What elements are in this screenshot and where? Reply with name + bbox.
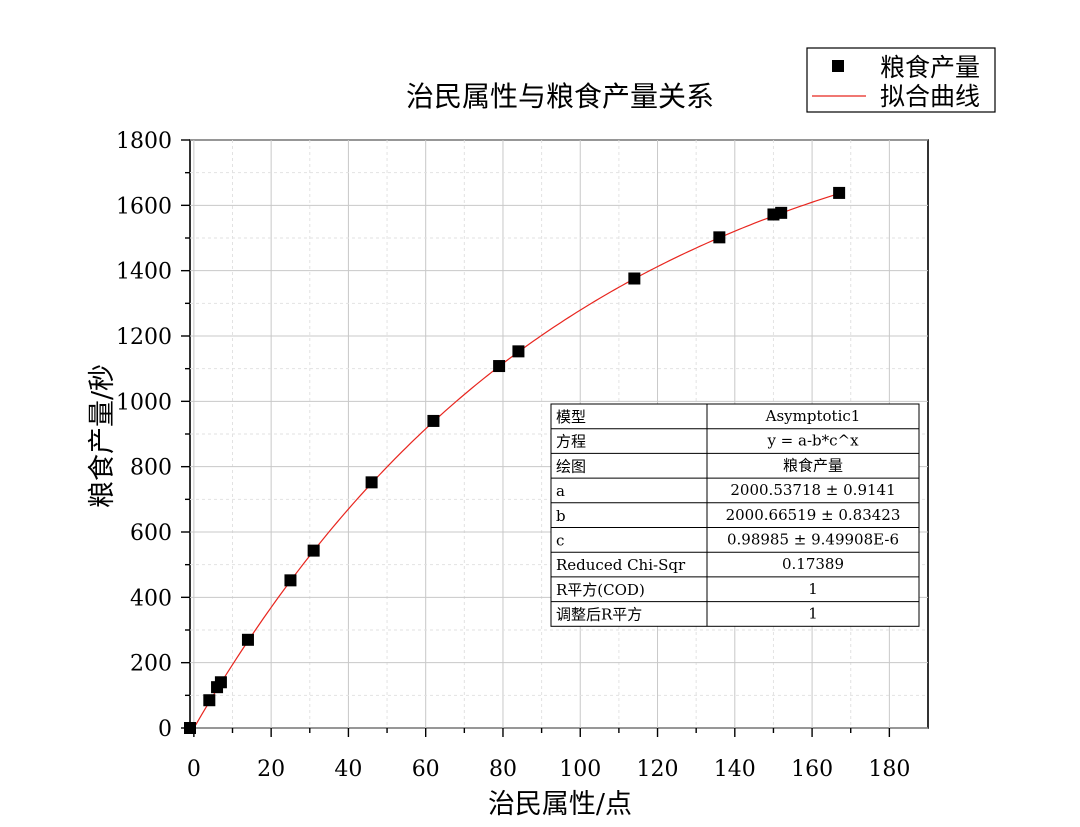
data-point bbox=[493, 360, 506, 373]
legend-marker-square bbox=[832, 60, 844, 72]
table-cell-label: 绘图 bbox=[556, 457, 586, 475]
table-cell-label: 模型 bbox=[556, 408, 586, 426]
table-cell-label: a bbox=[556, 482, 565, 500]
series-layer bbox=[184, 186, 846, 734]
y-tick-label: 400 bbox=[130, 586, 172, 611]
x-tick-label: 120 bbox=[637, 757, 679, 782]
y-tick-label: 1400 bbox=[116, 260, 172, 285]
data-point bbox=[184, 722, 196, 734]
table-cell-value: 1 bbox=[808, 605, 818, 623]
y-tick-label: 1600 bbox=[116, 194, 172, 219]
table-border bbox=[550, 403, 920, 627]
x-tick-label: 100 bbox=[559, 757, 601, 782]
x-tick-label: 20 bbox=[257, 757, 285, 782]
data-point bbox=[775, 206, 788, 219]
data-point bbox=[628, 272, 641, 285]
chart-title: 治民属性与粮食产量关系 bbox=[406, 80, 714, 113]
y-tick-label: 600 bbox=[130, 521, 172, 546]
axis-ticks bbox=[181, 139, 891, 737]
table-cell-label: c bbox=[556, 532, 564, 550]
y-tick-label: 0 bbox=[158, 717, 172, 742]
table-cell-value: y = a-b*c^x bbox=[766, 432, 859, 450]
x-tick-label: 40 bbox=[334, 757, 362, 782]
y-tick-label: 1800 bbox=[116, 129, 172, 154]
table-cell-value: 2000.53718 ± 0.9141 bbox=[730, 481, 895, 499]
data-point bbox=[203, 694, 216, 707]
legend-box bbox=[806, 47, 996, 113]
x-tick-label: 160 bbox=[791, 757, 833, 782]
y-tick-label: 200 bbox=[130, 652, 172, 677]
data-point bbox=[512, 345, 525, 358]
x-tick-label: 140 bbox=[714, 757, 756, 782]
table-cell-label: Reduced Chi-Sqr bbox=[556, 556, 686, 574]
table-cell-value: 0.98985 ± 9.49908E-6 bbox=[727, 531, 899, 549]
table-cell-value: Asymptotic1 bbox=[765, 407, 861, 425]
table-cell-value: 0.17389 bbox=[782, 555, 844, 573]
fit-results-table: 模型 Asymptotic1 方程 y = a-b*c^x 绘图 粮食产量 a 2000.53… bbox=[550, 403, 920, 627]
table-cell-value: 粮食产量 bbox=[783, 456, 843, 474]
data-point bbox=[241, 633, 254, 646]
data-point bbox=[365, 476, 378, 489]
data-point bbox=[307, 544, 320, 557]
data-point bbox=[427, 414, 440, 427]
table-cell-label: R平方(COD) bbox=[556, 581, 645, 599]
table-cell-label: 方程 bbox=[556, 433, 586, 451]
y-tick-label: 1200 bbox=[116, 325, 172, 350]
data-point bbox=[214, 676, 227, 689]
legend-label-fit: 拟合曲线 bbox=[880, 82, 980, 111]
x-tick-label: 180 bbox=[868, 757, 910, 782]
legend-label-data: 粮食产量 bbox=[880, 53, 980, 82]
x-tick-label: 0 bbox=[187, 757, 201, 782]
table-cell-label: 调整后R平方 bbox=[556, 606, 642, 624]
data-point bbox=[833, 186, 846, 199]
y-axis-label: 粮食产量/秒 bbox=[87, 364, 118, 508]
x-tick-labels: 0 20 40 60 80 100 120 140 160 180 bbox=[187, 757, 910, 782]
data-point bbox=[713, 231, 726, 244]
x-axis-label: 治民属性/点 bbox=[488, 789, 632, 820]
x-tick-label: 80 bbox=[489, 757, 517, 782]
x-tick-label: 60 bbox=[412, 757, 440, 782]
y-tick-labels: 0 200 400 600 800 1000 1200 1400 1600 1800 bbox=[116, 129, 172, 742]
table-cell-value: 1 bbox=[808, 580, 818, 598]
table-cell-label: b bbox=[556, 507, 566, 525]
data-point bbox=[284, 574, 297, 587]
y-tick-label: 800 bbox=[130, 456, 172, 481]
y-tick-label: 1000 bbox=[116, 390, 172, 415]
table-cell-value: 2000.66519 ± 0.83423 bbox=[726, 506, 901, 524]
